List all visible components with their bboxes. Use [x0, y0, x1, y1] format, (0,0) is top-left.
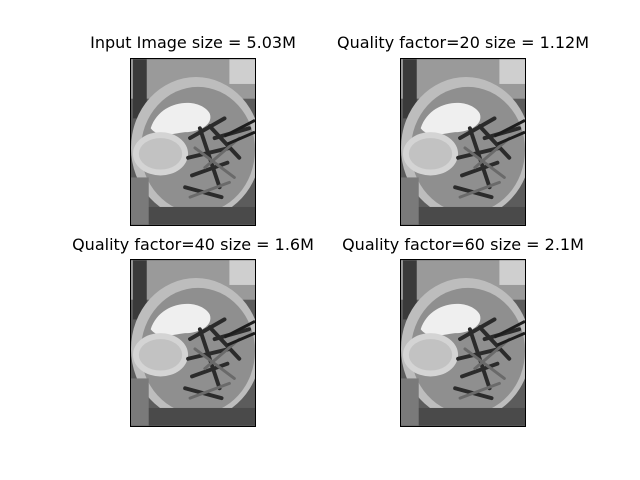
image-q20: [400, 58, 526, 226]
image-input: [130, 58, 256, 226]
food-photo-icon: [131, 260, 255, 426]
image-q40: [130, 259, 256, 427]
panel-title-input: Input Image size = 5.03M: [90, 33, 296, 52]
panel-title-q20: Quality factor=20 size = 1.12M: [336, 33, 590, 52]
food-photo-icon: [401, 59, 525, 225]
image-q60: [400, 259, 526, 427]
panel-title-q40: Quality factor=40 size = 1.6M: [72, 235, 314, 254]
food-photo-icon: [131, 59, 255, 225]
panel-title-q60: Quality factor=60 size = 2.1M: [342, 235, 584, 254]
food-photo-icon: [401, 260, 525, 426]
